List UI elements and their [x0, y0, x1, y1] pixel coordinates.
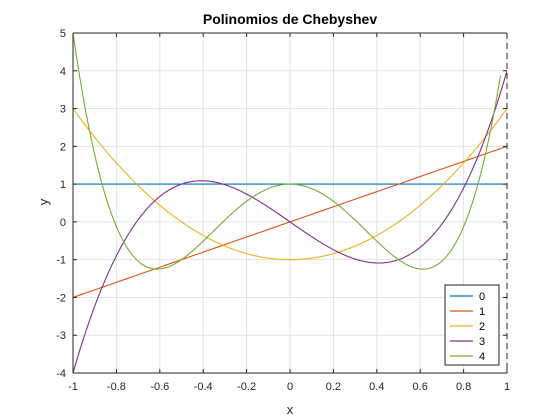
legend-label-1: 1 [479, 306, 485, 318]
x-tick-label-1: -0.8 [107, 381, 126, 393]
y-tick-label-1: -3 [56, 330, 66, 342]
x-tick-label-3: -0.4 [194, 381, 213, 393]
x-axis-label: x [287, 402, 294, 417]
chart-title: Polinomios de Chebyshev [203, 11, 377, 27]
legend-label-0: 0 [479, 291, 485, 303]
x-tick-label-8: 0.6 [413, 381, 428, 393]
x-tick-label-7: 0.4 [369, 381, 384, 393]
y-tick-label-7: 3 [60, 104, 66, 116]
x-tick-label-10: 1 [504, 381, 510, 393]
x-tick-label-6: 0.2 [326, 381, 341, 393]
series-line-3 [73, 70, 507, 373]
legend: 0 1 2 3 4 [444, 284, 500, 366]
x-tick-label-0: -1 [68, 381, 78, 393]
series-line-4 [73, 33, 502, 270]
y-tick-label-2: -2 [56, 292, 66, 304]
legend-label-4: 4 [479, 351, 485, 363]
x-tick-label-4: -0.2 [237, 381, 256, 393]
x-tick-label-2: -0.6 [150, 381, 169, 393]
y-tick-label-9: 5 [60, 28, 66, 40]
x-tick-label-9: 0.8 [456, 381, 471, 393]
y-tick-label-8: 4 [60, 66, 66, 78]
y-axis-ticks: -4 -3 -2 -1 0 1 2 3 4 5 [56, 28, 507, 380]
series-layer [73, 33, 507, 373]
y-tick-label-5: 1 [60, 179, 66, 191]
x-tick-label-5: 0 [287, 381, 293, 393]
y-tick-label-4: 0 [60, 217, 66, 229]
series-line-2 [73, 108, 507, 261]
legend-label-2: 2 [479, 321, 485, 333]
legend-label-3: 3 [479, 336, 485, 348]
y-tick-label-3: -1 [56, 255, 66, 267]
y-tick-label-0: -4 [56, 368, 66, 380]
x-axis-ticks: -1 -0.8 -0.6 -0.4 -0.2 0 0.2 0.4 0.6 0.8 1 [68, 33, 510, 393]
y-axis-label: y [36, 198, 51, 205]
y-tick-label-6: 2 [60, 141, 66, 153]
legend-box [444, 284, 500, 366]
